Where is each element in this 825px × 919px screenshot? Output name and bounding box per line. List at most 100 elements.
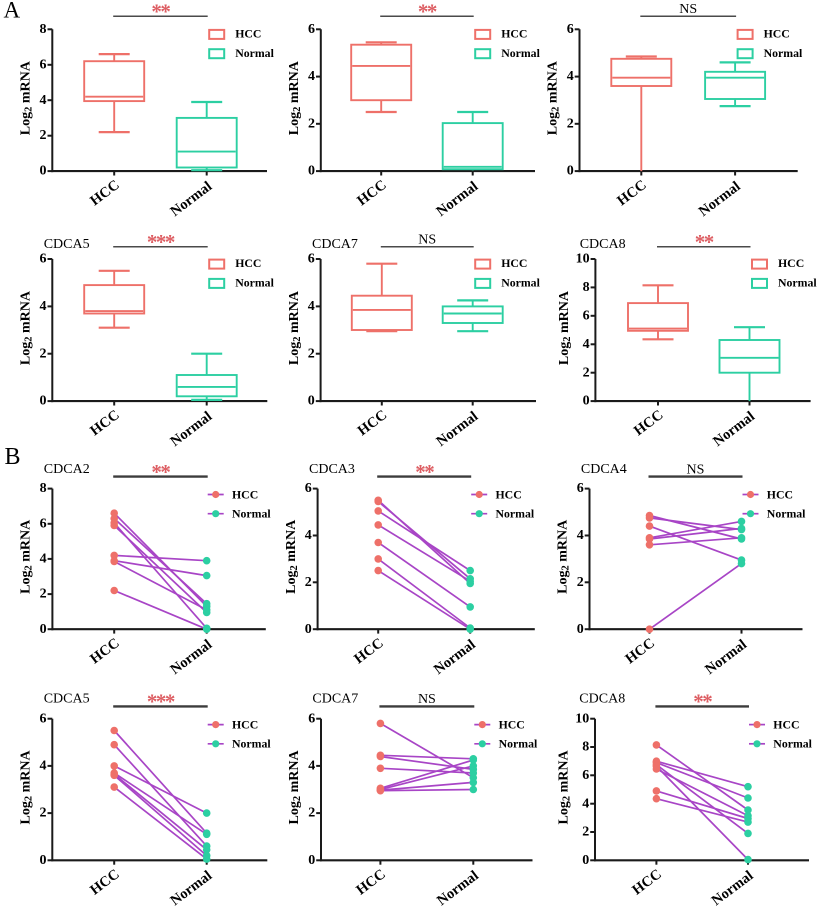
- svg-text:0: 0: [40, 394, 47, 409]
- svg-text:2: 2: [40, 587, 47, 602]
- svg-text:2: 2: [582, 825, 589, 840]
- svg-text:CDCA8: CDCA8: [579, 691, 625, 706]
- svg-text:Normal: Normal: [773, 737, 812, 751]
- svg-text:Log2 mRNA: Log2 mRNA: [19, 519, 35, 594]
- svg-text:6: 6: [40, 711, 47, 726]
- svg-text:CDCA5: CDCA5: [44, 237, 90, 252]
- svg-text:6: 6: [567, 22, 574, 37]
- svg-text:8: 8: [583, 280, 590, 295]
- svg-text:4: 4: [40, 93, 47, 108]
- svg-text:Normal: Normal: [767, 507, 806, 521]
- svg-text:HCC: HCC: [501, 27, 527, 41]
- svg-text:**: **: [415, 460, 434, 484]
- svg-text:4: 4: [305, 528, 312, 543]
- svg-text:0: 0: [40, 622, 47, 637]
- svg-text:6: 6: [583, 308, 590, 323]
- svg-text:4: 4: [40, 552, 47, 567]
- svg-text:4: 4: [583, 337, 590, 352]
- svg-text:Log2 mRNA: Log2 mRNA: [19, 290, 35, 365]
- svg-text:Normal: Normal: [235, 46, 274, 60]
- svg-text:NS: NS: [679, 2, 697, 17]
- svg-text:Normal: Normal: [501, 46, 540, 60]
- svg-text:**: **: [151, 460, 170, 484]
- svg-text:8: 8: [582, 740, 589, 755]
- svg-text:2: 2: [40, 346, 47, 361]
- svg-text:0: 0: [567, 164, 574, 179]
- svg-text:Normal: Normal: [235, 276, 274, 290]
- svg-text:Log2 mRNA: Log2 mRNA: [556, 519, 572, 594]
- svg-text:2: 2: [305, 575, 312, 590]
- svg-text:4: 4: [582, 796, 589, 811]
- svg-text:**: **: [151, 0, 170, 24]
- svg-text:4: 4: [308, 299, 315, 314]
- svg-text:6: 6: [40, 516, 47, 531]
- svg-text:HCC: HCC: [773, 717, 799, 731]
- svg-text:CDCA7: CDCA7: [312, 691, 358, 706]
- svg-text:8: 8: [40, 481, 47, 496]
- svg-text:HCC: HCC: [235, 27, 261, 41]
- svg-text:HCC: HCC: [232, 487, 258, 501]
- svg-text:Normal: Normal: [764, 46, 803, 60]
- svg-text:0: 0: [577, 622, 584, 637]
- svg-text:2: 2: [308, 116, 315, 131]
- svg-text:HCC: HCC: [767, 487, 793, 501]
- svg-text:HCC: HCC: [235, 256, 261, 270]
- svg-text:Log2 mRNA: Log2 mRNA: [557, 290, 573, 365]
- svg-text:Log2 mRNA: Log2 mRNA: [287, 750, 303, 825]
- svg-text:HCC: HCC: [778, 256, 804, 270]
- svg-text:2: 2: [577, 575, 584, 590]
- svg-text:B: B: [5, 444, 21, 470]
- svg-text:Normal: Normal: [232, 737, 271, 751]
- svg-text:4: 4: [567, 69, 574, 84]
- svg-text:10: 10: [576, 252, 590, 267]
- svg-text:**: **: [695, 230, 714, 254]
- svg-text:**: **: [693, 690, 712, 714]
- svg-text:CDCA8: CDCA8: [580, 237, 626, 252]
- svg-text:Normal: Normal: [501, 276, 540, 290]
- svg-text:6: 6: [308, 22, 315, 37]
- svg-text:6: 6: [308, 711, 315, 726]
- svg-text:2: 2: [583, 365, 590, 380]
- svg-text:CDCA2: CDCA2: [44, 462, 90, 477]
- svg-text:4: 4: [40, 759, 47, 774]
- svg-text:Log2 mRNA: Log2 mRNA: [546, 60, 562, 135]
- svg-text:NS: NS: [418, 692, 436, 707]
- svg-text:0: 0: [308, 853, 315, 868]
- svg-text:Normal: Normal: [778, 276, 817, 290]
- svg-text:A: A: [4, 0, 21, 23]
- svg-text:0: 0: [582, 853, 589, 868]
- svg-text:4: 4: [577, 528, 584, 543]
- svg-text:2: 2: [308, 806, 315, 821]
- svg-text:6: 6: [40, 252, 47, 267]
- svg-text:HCC: HCC: [496, 487, 522, 501]
- svg-text:0: 0: [305, 622, 312, 637]
- svg-text:0: 0: [40, 164, 47, 179]
- svg-text:2: 2: [308, 346, 315, 361]
- svg-text:CDCA4: CDCA4: [581, 462, 627, 477]
- svg-text:HCC: HCC: [764, 27, 790, 41]
- svg-text:6: 6: [582, 768, 589, 783]
- svg-text:6: 6: [40, 57, 47, 72]
- svg-text:Normal: Normal: [496, 507, 535, 521]
- svg-text:HCC: HCC: [232, 717, 258, 731]
- svg-text:2: 2: [40, 128, 47, 143]
- svg-text:0: 0: [583, 394, 590, 409]
- svg-text:0: 0: [308, 164, 315, 179]
- svg-text:HCC: HCC: [499, 717, 525, 731]
- svg-text:0: 0: [308, 394, 315, 409]
- svg-text:10: 10: [575, 711, 589, 726]
- svg-text:Log2 mRNA: Log2 mRNA: [19, 750, 35, 825]
- svg-text:2: 2: [40, 806, 47, 821]
- svg-text:6: 6: [305, 481, 312, 496]
- svg-text:Log2 mRNA: Log2 mRNA: [284, 519, 300, 594]
- svg-text:4: 4: [40, 299, 47, 314]
- svg-text:6: 6: [308, 252, 315, 267]
- svg-text:NS: NS: [687, 462, 705, 477]
- svg-text:Log2 mRNA: Log2 mRNA: [19, 60, 35, 135]
- svg-text:CDCA5: CDCA5: [44, 691, 90, 706]
- svg-text:***: ***: [147, 690, 175, 714]
- svg-text:Log2 mRNA: Log2 mRNA: [287, 290, 303, 365]
- svg-text:4: 4: [308, 759, 315, 774]
- svg-text:2: 2: [567, 116, 574, 131]
- svg-text:4: 4: [308, 69, 315, 84]
